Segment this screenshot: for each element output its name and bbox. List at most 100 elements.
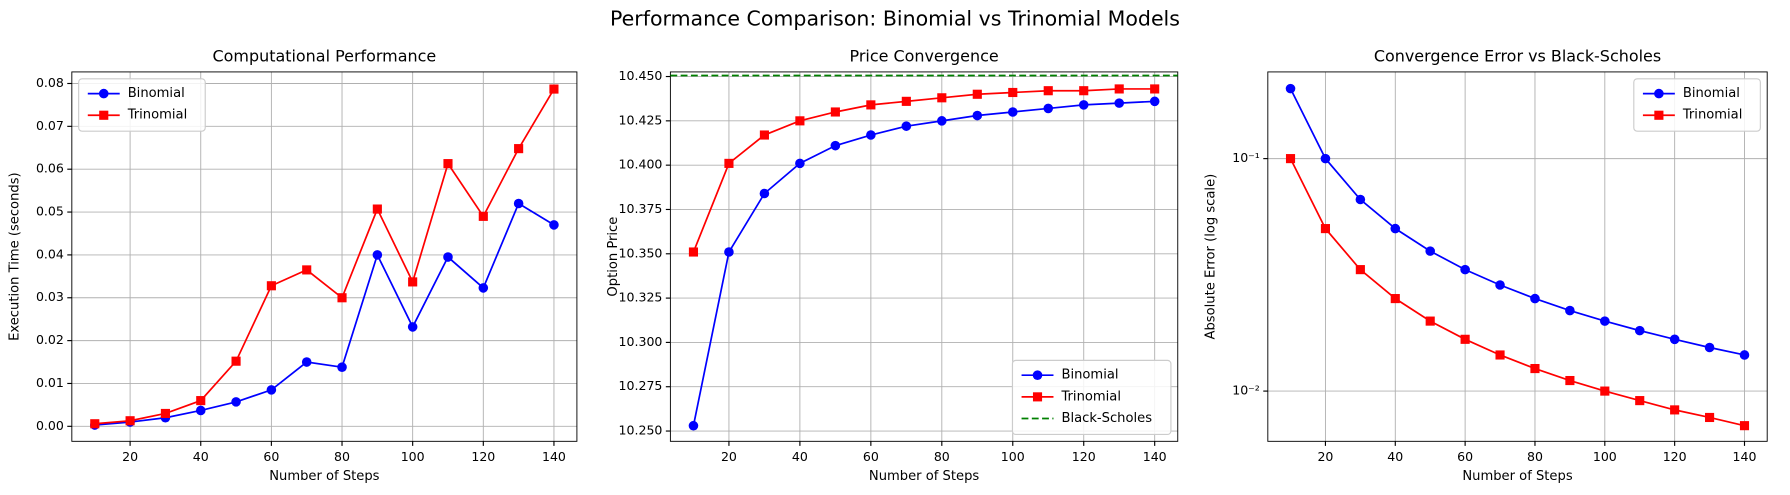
x-tick-label: 60 xyxy=(1457,449,1473,464)
marker xyxy=(795,158,805,169)
y-tick-label: 0.01 xyxy=(36,375,64,390)
y-tick-label: 10.400 xyxy=(619,157,663,172)
legend-box xyxy=(78,78,206,132)
legend-label: Binomial xyxy=(1683,86,1740,101)
marker xyxy=(1530,293,1540,304)
marker xyxy=(1495,350,1505,360)
y-tick-label: 10.325 xyxy=(619,290,663,305)
legend-label: Black-Scholes xyxy=(1061,411,1152,426)
x-tick-label: 100 xyxy=(1001,449,1025,464)
x-axis-label: Number of Steps xyxy=(869,469,979,484)
marker xyxy=(759,130,769,140)
marker xyxy=(1425,246,1435,256)
marker xyxy=(1600,386,1610,396)
y-tick-label: 10.450 xyxy=(619,68,663,83)
marker xyxy=(866,100,876,110)
y-tick-label: 10.250 xyxy=(619,423,663,438)
marker xyxy=(443,159,453,169)
x-tick-label: 60 xyxy=(263,449,279,464)
legend-marker xyxy=(1654,110,1664,120)
marker xyxy=(1114,98,1124,108)
legend-marker xyxy=(99,110,109,120)
marker xyxy=(1285,83,1296,94)
legend-box xyxy=(1011,359,1172,436)
marker xyxy=(196,396,206,406)
marker xyxy=(1390,223,1401,234)
marker xyxy=(1669,334,1680,345)
marker xyxy=(1355,194,1366,205)
marker xyxy=(724,158,734,168)
series-line xyxy=(94,88,555,425)
marker xyxy=(1739,421,1750,431)
y-tick-label: 0.08 xyxy=(36,75,64,90)
marker xyxy=(407,322,418,332)
marker xyxy=(1705,412,1715,423)
marker xyxy=(337,362,347,372)
marker xyxy=(337,293,347,303)
marker xyxy=(1320,153,1331,164)
marker xyxy=(724,247,734,257)
x-tick-label: 140 xyxy=(1143,449,1167,464)
x-tick-label: 60 xyxy=(863,449,879,464)
y-axis-label: Option Price xyxy=(606,217,621,297)
marker xyxy=(302,265,312,275)
x-tick-label: 120 xyxy=(471,449,495,464)
marker xyxy=(514,144,524,154)
y-tick-label: 10.425 xyxy=(619,112,663,127)
plot-frame xyxy=(71,71,578,442)
x-tick-label: 40 xyxy=(193,449,209,464)
x-tick-label: 20 xyxy=(122,449,138,464)
legend-marker xyxy=(1654,88,1664,99)
marker xyxy=(830,140,841,151)
marker xyxy=(372,250,383,260)
series-line xyxy=(1289,158,1745,427)
x-tick-label: 120 xyxy=(1072,449,1096,464)
legend-label: Trinomial xyxy=(127,108,188,123)
marker xyxy=(1355,265,1365,275)
x-tick-label: 80 xyxy=(1527,449,1543,464)
marker xyxy=(688,420,699,431)
marker xyxy=(830,107,840,117)
x-tick-label: 40 xyxy=(792,449,808,464)
y-tick-label: 10.350 xyxy=(619,245,663,260)
subplot-title: Price Convergence xyxy=(849,47,998,66)
marker xyxy=(266,385,277,395)
y-tick-label: 0.03 xyxy=(36,289,64,304)
x-tick-label: 80 xyxy=(334,449,350,464)
x-tick-label: 80 xyxy=(934,449,950,464)
marker xyxy=(1495,280,1505,290)
marker xyxy=(1739,350,1750,360)
y-tick-label: 10.375 xyxy=(619,201,663,216)
marker xyxy=(1565,305,1575,316)
y-tick-label: 0.07 xyxy=(36,118,64,133)
marker xyxy=(1565,375,1575,386)
marker xyxy=(1150,84,1160,94)
marker xyxy=(478,283,489,293)
y-tick-label: 10.275 xyxy=(619,378,663,393)
plot-frame xyxy=(1267,71,1768,442)
marker xyxy=(1634,325,1645,336)
marker xyxy=(866,130,876,140)
marker xyxy=(301,357,312,367)
legend-label: Binomial xyxy=(1061,368,1118,383)
legend-label: Binomial xyxy=(128,86,185,101)
marker xyxy=(1078,100,1089,110)
marker xyxy=(972,89,982,99)
marker xyxy=(688,247,699,257)
marker xyxy=(1114,84,1124,94)
x-tick-label: 100 xyxy=(1593,449,1617,464)
subplot-title: Computational Performance xyxy=(213,47,437,66)
marker xyxy=(195,405,206,416)
legend-label: Trinomial xyxy=(1060,389,1121,404)
marker xyxy=(937,116,947,126)
marker xyxy=(1008,87,1018,98)
marker xyxy=(90,419,100,429)
marker xyxy=(1007,107,1018,117)
series-line xyxy=(1289,88,1745,356)
marker xyxy=(1635,396,1645,406)
y-axis-label: Absolute Error (log scale) xyxy=(1203,174,1218,340)
y-tick-label: 0.04 xyxy=(36,246,64,261)
marker xyxy=(1043,103,1054,114)
y-tick-label: 0.05 xyxy=(36,204,64,219)
